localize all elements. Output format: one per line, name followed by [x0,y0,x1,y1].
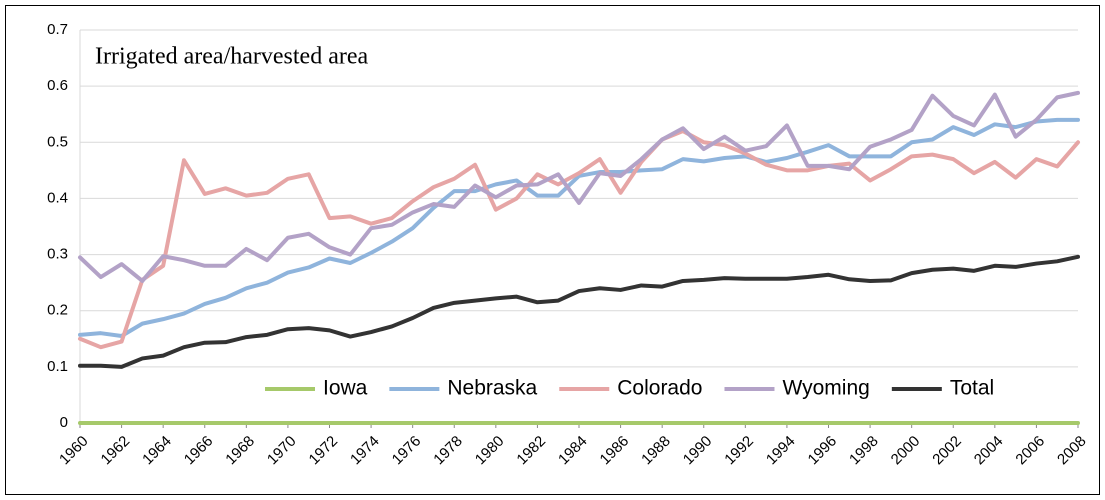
legend-label: Wyoming [782,377,869,400]
x-tick-label: 1996 [805,433,841,469]
y-tick-label: 0.6 [47,77,68,94]
y-tick-label: 0 [60,414,68,431]
x-tick-label: 1994 [763,433,799,469]
x-tick-label: 1968 [222,433,258,469]
x-tick-label: 1990 [680,433,716,469]
x-tick-label: 2006 [1012,433,1048,469]
series-line [78,117,1080,338]
x-tick-label: 2008 [1054,433,1090,469]
x-tick-label: 1962 [98,433,134,469]
y-tick-label: 0.7 [47,21,68,38]
x-tick-label: 1978 [430,433,466,469]
x-tick-label: 2002 [929,433,965,469]
annotation: Irrigated area/harvested area [95,44,368,70]
x-tick-label: 1982 [513,433,549,469]
x-tick-label: 1976 [389,433,425,469]
legend-label: Nebraska [447,377,537,400]
y-tick-label: 0.4 [47,189,68,206]
x-tick-label: 1992 [721,433,757,469]
x-tick-label: 1970 [264,433,300,469]
x-tick-label: 1974 [347,433,383,469]
x-tick-label: 1964 [139,433,175,469]
y-tick-label: 0.1 [47,358,68,375]
x-tick-label: 1986 [597,433,633,469]
x-tick-label: 1972 [306,433,342,469]
y-tick-label: 0.3 [47,246,68,263]
x-tick-label: 1966 [181,433,217,469]
x-tick-label: 1960 [56,433,92,469]
series-line [78,129,1080,350]
x-tick-label: 2000 [888,433,924,469]
x-tick-label: 1988 [638,433,674,469]
x-tick-label: 2004 [971,433,1007,469]
legend-label: Colorado [617,377,702,400]
y-tick-label: 0.5 [47,133,68,150]
x-tick-label: 1980 [472,433,508,469]
x-tick-label: 1984 [555,433,591,469]
chart-border [5,5,1100,495]
legend-label: Total [950,377,994,400]
y-tick-label: 0.2 [47,302,68,319]
legend-label: Iowa [323,377,368,400]
x-tick-label: 1998 [846,433,882,469]
series-line [78,90,1080,283]
series-line [78,254,1080,369]
